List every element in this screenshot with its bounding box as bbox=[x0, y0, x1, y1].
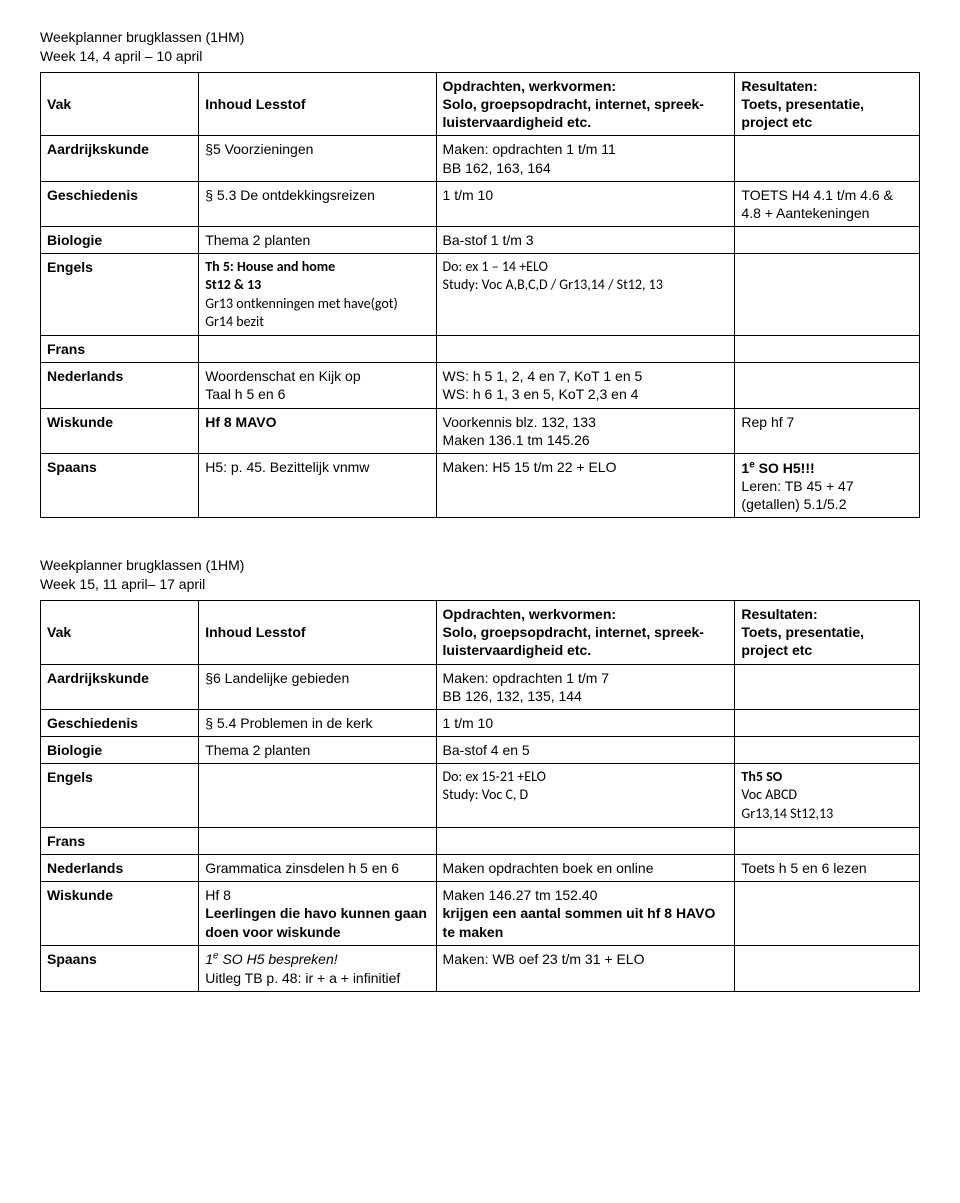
cell-inhoud: Thema 2 planten bbox=[199, 227, 436, 254]
cell-resultaten: 1e SO H5!!! Leren: TB 45 + 47 (getallen)… bbox=[735, 453, 920, 517]
planner1-header: Weekplanner brugklassen (1HM) Week 14, 4… bbox=[40, 28, 920, 66]
col-resultaten: Resultaten: Toets, presentatie, project … bbox=[735, 600, 920, 664]
cell-inhoud: § 5.4 Problemen in de kerk bbox=[199, 709, 436, 736]
table-row: Engels Do: ex 15-21 +ELO Study: Voc C, D… bbox=[41, 764, 920, 828]
cell-vak: Engels bbox=[41, 764, 199, 828]
table-row: Frans bbox=[41, 336, 920, 363]
col-vak: Vak bbox=[41, 72, 199, 136]
table-row: Biologie Thema 2 planten Ba-stof 4 en 5 bbox=[41, 737, 920, 764]
table-row: Nederlands Grammatica zinsdelen h 5 en 6… bbox=[41, 855, 920, 882]
planner1-table: Vak Inhoud Lesstof Opdrachten, werkvorme… bbox=[40, 72, 920, 518]
table-row: Spaans H5: p. 45. Bezittelijk vnmw Maken… bbox=[41, 453, 920, 517]
planner2-title: Weekplanner brugklassen (1HM) bbox=[40, 556, 920, 575]
col-inhoud: Inhoud Lesstof bbox=[199, 72, 436, 136]
cell-vak: Biologie bbox=[41, 227, 199, 254]
cell-vak: Wiskunde bbox=[41, 408, 199, 453]
cell-resultaten bbox=[735, 136, 920, 181]
cell-inhoud: Th 5: House and home St12 & 13 Gr13 ontk… bbox=[199, 254, 436, 336]
cell-opdrachten: Voorkennis blz. 132, 133 Maken 136.1 tm … bbox=[436, 408, 735, 453]
cell-resultaten bbox=[735, 363, 920, 408]
table-row: Nederlands Woordenschat en Kijk op Taal … bbox=[41, 363, 920, 408]
cell-vak: Nederlands bbox=[41, 363, 199, 408]
cell-inhoud: H5: p. 45. Bezittelijk vnmw bbox=[199, 453, 436, 517]
col-inhoud: Inhoud Lesstof bbox=[199, 600, 436, 664]
cell-resultaten bbox=[735, 709, 920, 736]
cell-resultaten: Th5 SO Voc ABCD Gr13,14 St12,13 bbox=[735, 764, 920, 828]
cell-resultaten bbox=[735, 827, 920, 854]
cell-resultaten bbox=[735, 336, 920, 363]
cell-opdrachten: Ba-stof 1 t/m 3 bbox=[436, 227, 735, 254]
cell-inhoud: Thema 2 planten bbox=[199, 737, 436, 764]
cell-vak: Wiskunde bbox=[41, 882, 199, 946]
cell-inhoud bbox=[199, 764, 436, 828]
cell-resultaten bbox=[735, 737, 920, 764]
cell-opdrachten: Do: ex 1 – 14 +ELO Study: Voc A,B,C,D / … bbox=[436, 254, 735, 336]
col-vak: Vak bbox=[41, 600, 199, 664]
cell-vak: Frans bbox=[41, 827, 199, 854]
planner1-week: Week 14, 4 april – 10 april bbox=[40, 47, 920, 66]
cell-opdrachten bbox=[436, 827, 735, 854]
cell-opdrachten: Maken: WB oef 23 t/m 31 + ELO bbox=[436, 945, 735, 991]
table-row: Aardrijkskunde §6 Landelijke gebieden Ma… bbox=[41, 664, 920, 709]
cell-inhoud: 1e SO H5 bespreken! Uitleg TB p. 48: ir … bbox=[199, 945, 436, 991]
cell-inhoud bbox=[199, 336, 436, 363]
cell-opdrachten: Maken opdrachten boek en online bbox=[436, 855, 735, 882]
cell-vak: Spaans bbox=[41, 453, 199, 517]
table-row: Geschiedenis § 5.4 Problemen in de kerk … bbox=[41, 709, 920, 736]
cell-opdrachten bbox=[436, 336, 735, 363]
cell-inhoud: §5 Voorzieningen bbox=[199, 136, 436, 181]
cell-inhoud: Hf 8 MAVO bbox=[199, 408, 436, 453]
cell-resultaten bbox=[735, 254, 920, 336]
cell-opdrachten: Maken: opdrachten 1 t/m 7 BB 126, 132, 1… bbox=[436, 664, 735, 709]
cell-opdrachten: Ba-stof 4 en 5 bbox=[436, 737, 735, 764]
cell-inhoud bbox=[199, 827, 436, 854]
cell-vak: Biologie bbox=[41, 737, 199, 764]
planner2-table: Vak Inhoud Lesstof Opdrachten, werkvorme… bbox=[40, 600, 920, 992]
cell-vak: Geschiedenis bbox=[41, 709, 199, 736]
cell-opdrachten: Maken: H5 15 t/m 22 + ELO bbox=[436, 453, 735, 517]
cell-inhoud: § 5.3 De ontdekkingsreizen bbox=[199, 181, 436, 226]
cell-resultaten: TOETS H4 4.1 t/m 4.6 & 4.8 + Aantekening… bbox=[735, 181, 920, 226]
table-header-row: Vak Inhoud Lesstof Opdrachten, werkvorme… bbox=[41, 72, 920, 136]
cell-vak: Geschiedenis bbox=[41, 181, 199, 226]
table-row: Aardrijkskunde §5 Voorzieningen Maken: o… bbox=[41, 136, 920, 181]
table-row: Wiskunde Hf 8 Leerlingen die havo kunnen… bbox=[41, 882, 920, 946]
table-row: Wiskunde Hf 8 MAVO Voorkennis blz. 132, … bbox=[41, 408, 920, 453]
cell-resultaten bbox=[735, 664, 920, 709]
cell-inhoud: Hf 8 Leerlingen die havo kunnen gaan doe… bbox=[199, 882, 436, 946]
cell-vak: Engels bbox=[41, 254, 199, 336]
planner1-title: Weekplanner brugklassen (1HM) bbox=[40, 28, 920, 47]
col-opdrachten: Opdrachten, werkvormen: Solo, groepsopdr… bbox=[436, 72, 735, 136]
cell-inhoud: Grammatica zinsdelen h 5 en 6 bbox=[199, 855, 436, 882]
table-row: Spaans 1e SO H5 bespreken! Uitleg TB p. … bbox=[41, 945, 920, 991]
cell-vak: Aardrijkskunde bbox=[41, 136, 199, 181]
table-row: Geschiedenis § 5.3 De ontdekkingsreizen … bbox=[41, 181, 920, 226]
cell-vak: Spaans bbox=[41, 945, 199, 991]
cell-inhoud: §6 Landelijke gebieden bbox=[199, 664, 436, 709]
cell-opdrachten: WS: h 5 1, 2, 4 en 7, KoT 1 en 5 WS: h 6… bbox=[436, 363, 735, 408]
planner2-header: Weekplanner brugklassen (1HM) Week 15, 1… bbox=[40, 556, 920, 594]
cell-opdrachten: Maken: opdrachten 1 t/m 11 BB 162, 163, … bbox=[436, 136, 735, 181]
col-resultaten: Resultaten: Toets, presentatie, project … bbox=[735, 72, 920, 136]
table-header-row: Vak Inhoud Lesstof Opdrachten, werkvorme… bbox=[41, 600, 920, 664]
cell-resultaten bbox=[735, 882, 920, 946]
cell-opdrachten: Do: ex 15-21 +ELO Study: Voc C, D bbox=[436, 764, 735, 828]
planner2-week: Week 15, 11 april– 17 april bbox=[40, 575, 920, 594]
table-row: Frans bbox=[41, 827, 920, 854]
cell-resultaten bbox=[735, 945, 920, 991]
cell-inhoud: Woordenschat en Kijk op Taal h 5 en 6 bbox=[199, 363, 436, 408]
cell-opdrachten: 1 t/m 10 bbox=[436, 181, 735, 226]
cell-vak: Frans bbox=[41, 336, 199, 363]
col-opdrachten: Opdrachten, werkvormen: Solo, groepsopdr… bbox=[436, 600, 735, 664]
cell-resultaten bbox=[735, 227, 920, 254]
cell-resultaten: Rep hf 7 bbox=[735, 408, 920, 453]
cell-resultaten: Toets h 5 en 6 lezen bbox=[735, 855, 920, 882]
table-row: Biologie Thema 2 planten Ba-stof 1 t/m 3 bbox=[41, 227, 920, 254]
table-row: Engels Th 5: House and home St12 & 13 Gr… bbox=[41, 254, 920, 336]
cell-vak: Aardrijkskunde bbox=[41, 664, 199, 709]
cell-opdrachten: 1 t/m 10 bbox=[436, 709, 735, 736]
cell-opdrachten: Maken 146.27 tm 152.40 krijgen een aanta… bbox=[436, 882, 735, 946]
cell-vak: Nederlands bbox=[41, 855, 199, 882]
